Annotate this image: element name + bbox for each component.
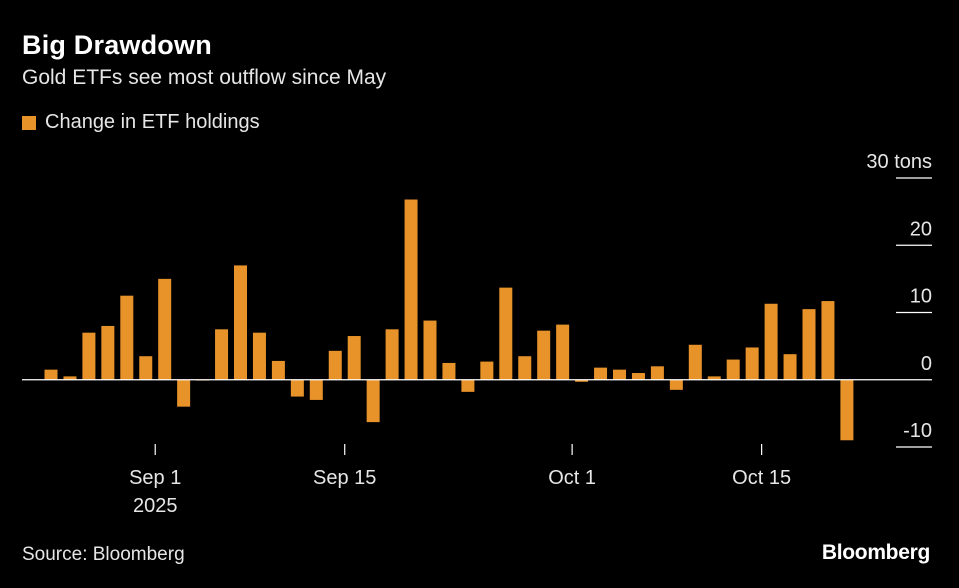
bar <box>669 379 683 390</box>
bar <box>650 366 664 380</box>
bar <box>745 347 759 380</box>
bar <box>556 324 570 380</box>
bar <box>613 369 626 380</box>
bar <box>764 303 778 380</box>
bar <box>821 301 835 380</box>
bar <box>726 359 740 380</box>
bar <box>575 379 589 382</box>
bar <box>101 325 115 380</box>
bar <box>404 199 418 380</box>
y-tick-label: 20 <box>910 218 932 240</box>
bar <box>783 354 797 380</box>
source-note: Source: Bloomberg <box>22 544 185 565</box>
x-tick-label: Oct 15 <box>732 467 791 489</box>
y-tick-label: 30 tons <box>866 151 932 173</box>
bar <box>518 356 532 380</box>
bar <box>594 367 608 380</box>
bar <box>177 379 191 407</box>
bar <box>328 350 342 380</box>
bar <box>252 332 266 380</box>
chart-subtitle: Gold ETFs see most outflow since May <box>22 66 387 89</box>
bar <box>442 362 456 380</box>
bar <box>309 379 323 400</box>
x-tick-sublabel: 2025 <box>133 495 178 517</box>
bar <box>423 320 437 380</box>
y-tick-label: 0 <box>921 353 932 375</box>
bar <box>120 295 134 380</box>
bar <box>537 330 551 380</box>
bar <box>802 309 816 380</box>
bar <box>347 336 361 380</box>
bar <box>234 265 247 380</box>
bar <box>158 278 172 380</box>
bar <box>688 344 702 380</box>
bar <box>139 356 153 380</box>
x-tick-label: Sep 15 <box>313 467 376 489</box>
legend-label: Change in ETF holdings <box>45 111 260 133</box>
bar <box>271 360 285 380</box>
bar <box>480 361 494 380</box>
bar <box>63 376 77 380</box>
bar <box>499 287 513 380</box>
legend: Change in ETF holdings <box>22 111 260 134</box>
bar <box>290 379 304 397</box>
bar <box>44 369 58 380</box>
bar <box>385 329 399 380</box>
bar <box>461 379 475 392</box>
bloomberg-logo: Bloomberg <box>821 541 930 564</box>
x-tick-label: Oct 1 <box>548 467 596 489</box>
x-tick-label: Sep 1 <box>129 467 181 489</box>
legend-swatch <box>22 115 36 130</box>
y-tick-label: -10 <box>903 420 932 442</box>
chart-title: Big Drawdown <box>22 30 212 60</box>
bar <box>366 379 380 423</box>
y-tick-label: 10 <box>910 286 932 308</box>
bar <box>840 379 854 441</box>
bar <box>707 376 721 380</box>
bar <box>215 329 229 380</box>
bar <box>631 373 645 380</box>
bar <box>82 332 96 380</box>
